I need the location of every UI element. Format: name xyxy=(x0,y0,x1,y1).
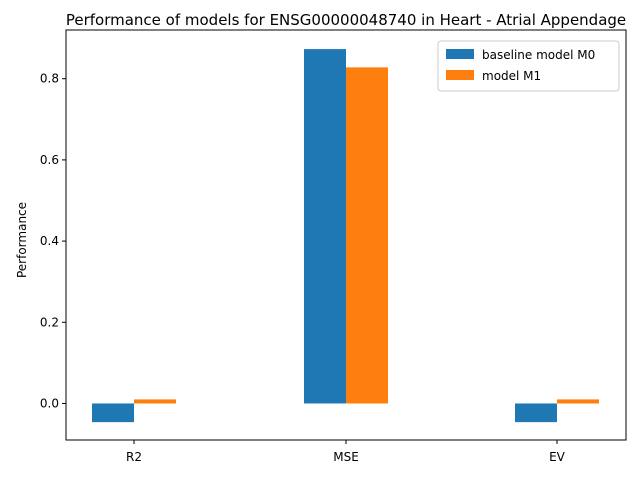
y-tick-label: 0.0 xyxy=(40,396,59,410)
legend-swatch xyxy=(446,49,474,59)
bar-baseline-model-m0-r2 xyxy=(92,403,134,423)
bar-model-m1-r2 xyxy=(134,399,176,404)
bar-model-m1-ev xyxy=(557,399,599,404)
legend-label: baseline model M0 xyxy=(482,48,595,62)
chart-title: Performance of models for ENSG0000004874… xyxy=(66,11,626,29)
bar-model-m1-mse xyxy=(346,67,388,404)
legend-frame xyxy=(437,40,620,92)
legend-swatch xyxy=(446,70,474,80)
x-tick-label-ev: EV xyxy=(549,450,566,464)
x-tick-label-mse: MSE xyxy=(333,450,359,464)
legend-label: model M1 xyxy=(482,69,541,83)
bars-group xyxy=(92,49,599,423)
y-axis: 0.0 0.2 0.4 0.6 0.8 xyxy=(40,72,66,410)
bar-baseline-model-m0-ev xyxy=(515,403,557,423)
y-tick-label: 0.6 xyxy=(40,153,59,167)
x-axis: R2 MSE EV xyxy=(126,440,566,464)
y-tick-label: 0.4 xyxy=(40,234,59,248)
y-tick-label: 0.8 xyxy=(40,72,59,86)
y-axis-label: Performance xyxy=(15,202,29,278)
y-tick-label: 0.2 xyxy=(40,315,59,329)
bar-baseline-model-m0-mse xyxy=(304,49,346,404)
legend: baseline model M0 model M1 xyxy=(437,40,620,92)
x-tick-label-r2: R2 xyxy=(126,450,142,464)
